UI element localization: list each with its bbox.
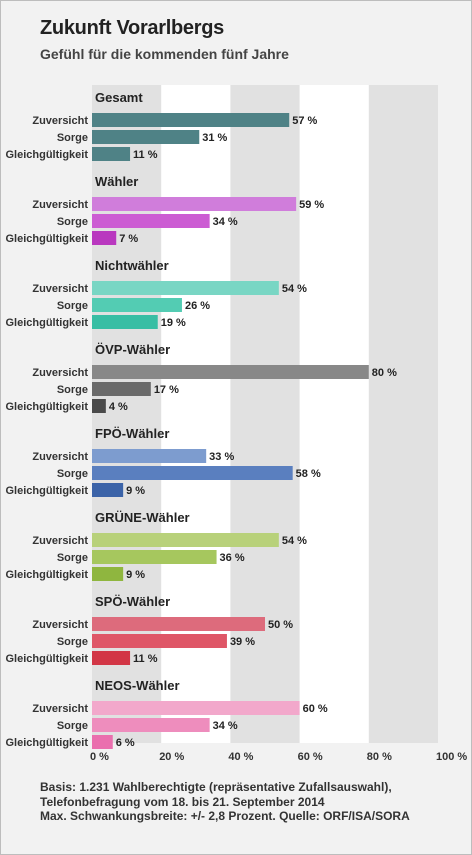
data-label: 34 % [213, 720, 238, 732]
bar [92, 147, 131, 161]
category-label: Zuversicht [32, 535, 88, 547]
bar [92, 382, 151, 396]
x-tick-label: 100 % [436, 751, 467, 763]
data-label: 34 % [213, 216, 238, 228]
bar [92, 399, 106, 413]
bar [92, 281, 279, 295]
data-label: 4 % [109, 401, 128, 413]
data-label: 9 % [126, 569, 145, 581]
category-label: Sorge [57, 720, 88, 732]
category-label: Sorge [57, 552, 88, 564]
x-tick-label: 80 % [367, 751, 392, 763]
category-label: Gleichgültigkeit [5, 317, 88, 329]
x-tick-label: 40 % [228, 751, 253, 763]
bar [92, 449, 207, 463]
grid-band [368, 85, 438, 743]
data-label: 11 % [133, 149, 158, 161]
chart-subtitle: Gefühl für die kommenden fünf Jahre [40, 46, 289, 62]
group-title: Gesamt [95, 90, 143, 105]
bar [92, 315, 158, 329]
bar [92, 365, 369, 379]
bar [92, 130, 200, 144]
category-label: Sorge [57, 384, 88, 396]
category-label: Zuversicht [32, 367, 88, 379]
bar [92, 651, 131, 665]
data-label: 59 % [299, 199, 324, 211]
category-label: Zuversicht [32, 115, 88, 127]
data-label: 60 % [303, 703, 328, 715]
x-tick-label: 20 % [159, 751, 184, 763]
bar [92, 197, 297, 211]
data-label: 80 % [372, 367, 397, 379]
data-label: 7 % [119, 233, 138, 245]
bar [92, 617, 265, 631]
footnote-line: Telefonbefragung vom 18. bis 21. Septemb… [40, 794, 325, 809]
data-label: 31 % [202, 132, 227, 144]
grid-band [230, 85, 300, 743]
footnote-line: Basis: 1.231 Wahlberechtigte (repräsenta… [40, 780, 392, 794]
bar [92, 718, 210, 732]
bar [92, 567, 124, 581]
group-title: FPÖ-Wähler [95, 426, 169, 441]
category-label: Gleichgültigkeit [5, 485, 88, 497]
data-label: 36 % [220, 552, 245, 564]
bar [92, 298, 182, 312]
x-tick-label: 0 % [90, 751, 109, 763]
bar [92, 550, 217, 564]
category-label: Gleichgültigkeit [5, 569, 88, 581]
category-label: Gleichgültigkeit [5, 149, 88, 161]
bar [92, 466, 293, 480]
group-title: NEOS-Wähler [95, 678, 180, 693]
x-tick-label: 60 % [298, 751, 323, 763]
data-label: 19 % [161, 317, 186, 329]
data-label: 33 % [209, 451, 234, 463]
group-title: Wähler [95, 174, 138, 189]
bar [92, 701, 300, 715]
category-label: Gleichgültigkeit [5, 737, 88, 749]
data-label: 11 % [133, 653, 158, 665]
group-title: GRÜNE-Wähler [95, 510, 190, 525]
chart-title: Zukunft Vorarlbergs [40, 17, 224, 39]
data-label: 58 % [296, 468, 321, 480]
bar [92, 113, 290, 127]
group-title: Nichtwähler [95, 258, 169, 273]
category-label: Sorge [57, 132, 88, 144]
category-label: Zuversicht [32, 283, 88, 295]
data-label: 54 % [282, 283, 307, 295]
data-label: 50 % [268, 619, 293, 631]
category-label: Zuversicht [32, 451, 88, 463]
data-label: 26 % [185, 300, 210, 312]
data-label: 6 % [116, 737, 135, 749]
data-label: 9 % [126, 485, 145, 497]
group-title: SPÖ-Wähler [95, 594, 170, 609]
bar [92, 483, 124, 497]
category-label: Sorge [57, 300, 88, 312]
group-title: ÖVP-Wähler [95, 342, 170, 357]
bar [92, 231, 117, 245]
category-label: Zuversicht [32, 619, 88, 631]
data-label: 17 % [154, 384, 179, 396]
data-label: 39 % [230, 636, 255, 648]
category-label: Sorge [57, 468, 88, 480]
category-label: Gleichgültigkeit [5, 653, 88, 665]
category-label: Gleichgültigkeit [5, 233, 88, 245]
bar [92, 735, 113, 749]
category-label: Sorge [57, 636, 88, 648]
category-label: Zuversicht [32, 703, 88, 715]
category-label: Gleichgültigkeit [5, 401, 88, 413]
footnote: Basis: 1.231 Wahlberechtigte (repräsenta… [40, 780, 460, 824]
bar [92, 533, 279, 547]
grid-band [92, 85, 162, 743]
data-label: 54 % [282, 535, 307, 547]
footnote-line: Max. Schwankungsbreite: +/- 2,8 Prozent.… [40, 809, 410, 823]
bar [92, 214, 210, 228]
bar [92, 634, 227, 648]
category-label: Zuversicht [32, 199, 88, 211]
data-label: 57 % [292, 115, 317, 127]
category-label: Sorge [57, 216, 88, 228]
